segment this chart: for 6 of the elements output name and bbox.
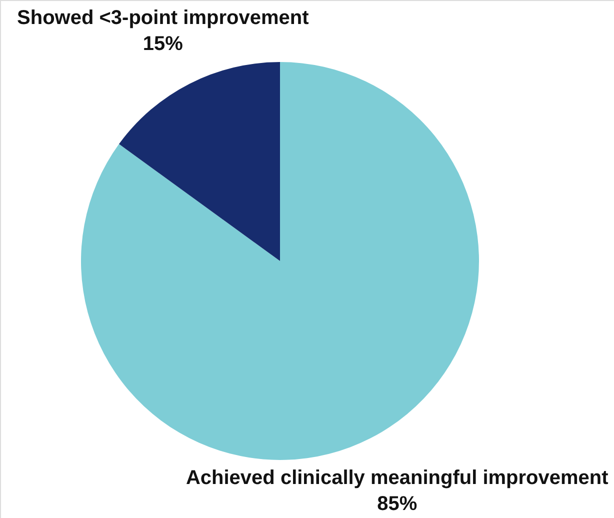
slice-label: Achieved clinically meaningful improvement bbox=[186, 466, 609, 489]
data-label: 15% bbox=[142, 33, 184, 56]
pie-slice bbox=[119, 62, 280, 261]
slice-label: Showed <3-point improvement bbox=[17, 7, 310, 30]
pie-slice bbox=[81, 62, 479, 460]
data-label: 85% bbox=[377, 492, 418, 515]
